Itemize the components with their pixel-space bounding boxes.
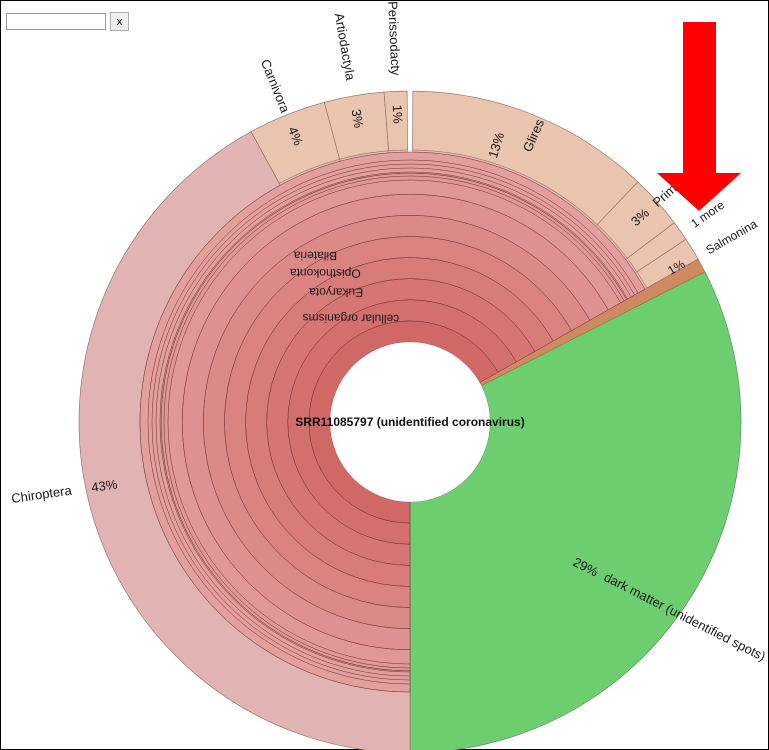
label-artiodactyla: Artiodactyla bbox=[332, 12, 359, 82]
label-chiroptera: Chiroptera bbox=[10, 483, 73, 506]
ring-subdivision-line bbox=[147, 159, 639, 685]
label-chiroptera-percent: 43% bbox=[90, 476, 118, 495]
label-perissodactyla-percent: 1% bbox=[390, 105, 406, 125]
label-carnivora: Carnivora bbox=[258, 57, 293, 116]
ring-subdivision-line bbox=[155, 167, 632, 677]
search-input[interactable] bbox=[6, 13, 106, 30]
ring-lineage-level[interactable] bbox=[139, 151, 646, 693]
ring-subdivision-line bbox=[163, 175, 625, 669]
center-title: SRR11085797 (unidentified coronavirus) bbox=[295, 415, 524, 429]
label-salmonina: Salmonina bbox=[703, 217, 759, 257]
lineage-label-bilateria: Bilateria bbox=[293, 249, 337, 263]
label-perissodactyla: Perissodacty bbox=[385, 1, 403, 77]
lineage-label-cellular-organisms: cellular organisms bbox=[302, 311, 399, 326]
red-arrow-annotation bbox=[657, 22, 741, 211]
center-hole bbox=[330, 342, 490, 502]
label-artiodactyla-percent: 3% bbox=[349, 108, 367, 130]
lineage-label-eukaryota: Eukaryota bbox=[309, 285, 363, 299]
ring-subdivision-line bbox=[151, 163, 635, 681]
clear-search-button[interactable]: x bbox=[110, 12, 129, 31]
ring-subdivision-line bbox=[159, 171, 628, 673]
label-carnivora-percent: 4% bbox=[285, 125, 306, 148]
lineage-label-opisthokonta: Opisthokonta bbox=[290, 266, 361, 281]
ring-subdivision-line bbox=[167, 179, 621, 665]
